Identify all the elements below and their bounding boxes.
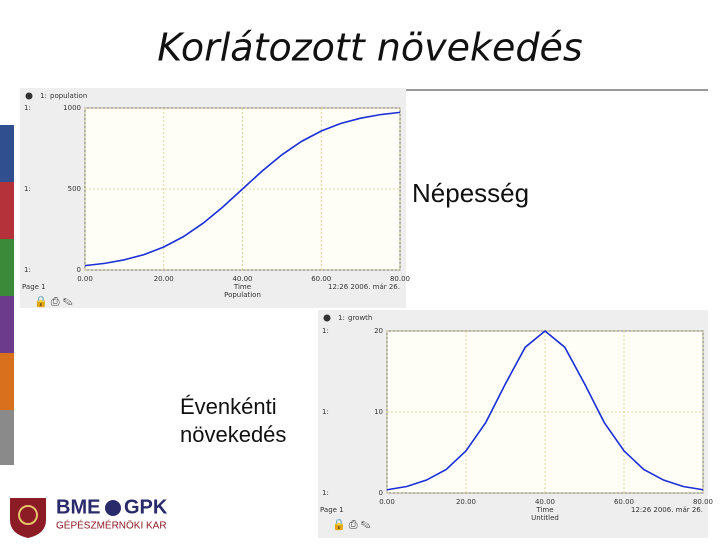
timestamp: 12:26 2006. már 26.	[328, 283, 400, 291]
logo-subtitle: GÉPÉSZMÉRNÖKI KAR	[56, 519, 167, 532]
logo-text: GPK	[124, 496, 168, 518]
x-tick-label: 20.00	[154, 275, 174, 283]
legend-key: 1:	[40, 92, 47, 100]
x-tick-label: 0.00	[379, 498, 395, 506]
x-tick-label: 80.00	[390, 275, 410, 283]
label: Népesség	[412, 178, 529, 208]
x-tick-label: 40.00	[535, 498, 555, 506]
x-tick-label: 20.00	[456, 498, 476, 506]
toolbar: 🔒 ⎙ ✎	[34, 295, 73, 308]
y-tick-label: 10	[374, 408, 383, 416]
chart-caption: Population	[224, 291, 261, 299]
y-tick-label: 0	[77, 266, 81, 274]
logo-shield	[10, 498, 46, 538]
label: növekedés	[180, 422, 286, 447]
page-label: Page 1	[22, 283, 46, 291]
y-axis-key: 1:	[24, 185, 31, 193]
accent	[0, 125, 14, 182]
accent	[0, 353, 14, 410]
y-axis-key: 1:	[24, 266, 31, 274]
accent	[0, 239, 14, 296]
logo-text: BME	[56, 496, 100, 518]
x-axis-label: Time	[535, 506, 553, 514]
y-axis-key: 1:	[322, 327, 329, 335]
legend-label: growth	[348, 314, 372, 322]
accent	[0, 182, 14, 239]
legend-key: 1:	[338, 314, 345, 322]
timestamp: 12:26 2006. már 26.	[631, 506, 703, 514]
page-label: Page 1	[320, 506, 344, 514]
y-axis-key: 1:	[24, 104, 31, 112]
legend-label: population	[50, 92, 87, 100]
accent	[0, 410, 14, 465]
logo-emblem	[18, 505, 38, 525]
y-axis-key: 1:	[322, 489, 329, 497]
y-tick-label: 20	[374, 327, 383, 335]
x-axis-label: Time	[233, 283, 251, 291]
y-tick-label: 0	[379, 489, 383, 497]
x-tick-label: 80.00	[693, 498, 713, 506]
data-line	[386, 329, 704, 491]
x-tick-label: 60.00	[614, 498, 634, 506]
chart-icon	[323, 314, 331, 322]
accent	[0, 296, 14, 353]
logo: BME GPK GÉPÉSZMÉRNÖKI KAR	[10, 496, 168, 538]
y-axis-key: 1:	[322, 408, 329, 416]
y-tick-label: 1000	[63, 104, 81, 112]
data-line	[84, 111, 401, 267]
y-tick-label: 500	[68, 185, 81, 193]
logo-icon	[105, 500, 121, 516]
x-tick-label: 40.00	[232, 275, 252, 283]
toolbar: 🔒 ⎙ ✎	[332, 518, 371, 531]
chart-icon	[25, 92, 33, 100]
x-tick-label: 0.00	[77, 275, 93, 283]
slide-title: Korlátozott növekedés	[157, 26, 582, 70]
x-tick-label: 60.00	[311, 275, 331, 283]
chart-caption: Untitled	[531, 514, 559, 522]
label: Évenkénti	[180, 394, 277, 419]
